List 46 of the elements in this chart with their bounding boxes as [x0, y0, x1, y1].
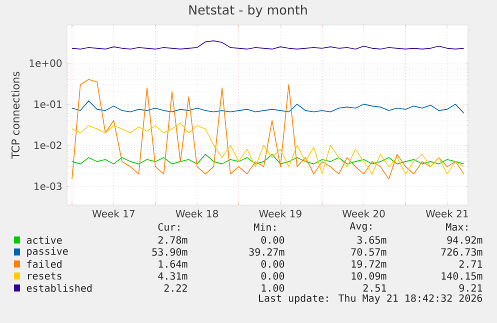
legend-label: passive	[27, 247, 68, 257]
text: 1.64m	[158, 260, 188, 268]
text: 0.00	[261, 236, 284, 244]
text: 140.15m	[442, 272, 482, 280]
y-tick-label: 1e+00	[30, 59, 62, 67]
text: 53.90m	[152, 248, 188, 256]
text: Min:	[254, 223, 276, 231]
text: Cur:	[158, 223, 180, 231]
y-tick-label: 1e-01	[34, 100, 62, 108]
text: 19.72m	[352, 260, 386, 268]
line-series	[72, 79, 464, 180]
x-tick-label: Week 18	[176, 210, 218, 218]
text: 9.21	[459, 284, 482, 292]
text: 94.92m	[447, 236, 482, 244]
text: 39.27m	[249, 248, 284, 256]
text: 726.73m	[441, 248, 482, 256]
text: 70.57m	[351, 248, 386, 256]
text: 3.65m	[357, 236, 386, 244]
text: 2.78m	[158, 236, 188, 244]
y-tick-label: 1e-03	[34, 182, 62, 190]
text: 4.31m	[158, 272, 188, 280]
text: 2.51	[363, 284, 386, 292]
x-tick-label: Week 20	[342, 210, 385, 218]
text: 2.71	[459, 260, 482, 268]
chart-title: Netstat - by month	[189, 4, 307, 18]
legend-label: resets	[28, 272, 62, 280]
y-tick-label: 1e-02	[34, 141, 62, 150]
x-tick-label: Week 19	[259, 210, 302, 218]
x-tick-label: Week 21	[426, 210, 468, 218]
text: Max:	[446, 223, 468, 231]
text: Avg:	[350, 222, 372, 232]
legend-label: established	[26, 284, 92, 292]
line-series	[72, 40, 464, 50]
text: 10.09m	[352, 272, 386, 280]
text: 1.00	[262, 284, 284, 292]
y-axis-title: TCP connections	[11, 72, 20, 159]
text: 0.00	[261, 272, 284, 280]
legend-label: failed	[27, 260, 62, 268]
line-series	[72, 154, 464, 164]
text: 0.00	[261, 260, 284, 268]
x-tick-label: Week 17	[92, 210, 134, 218]
text: 2.22	[164, 284, 187, 292]
text: Last update: Thu May 21 18:42:32 2026	[259, 294, 482, 304]
line-series	[72, 100, 464, 114]
line-series	[72, 122, 464, 174]
legend-label: active	[26, 236, 62, 244]
